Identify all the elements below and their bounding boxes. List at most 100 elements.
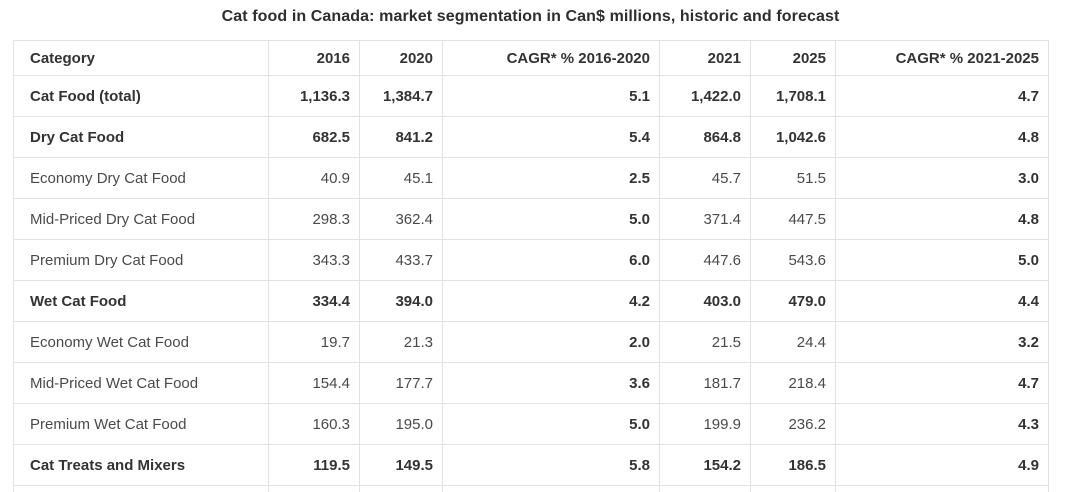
value-cell: 218.4: [750, 362, 836, 404]
value-cell: 21.5: [659, 321, 751, 363]
value-cell: 2.5: [442, 157, 660, 199]
table-title: Cat food in Canada: market segmentation …: [221, 8, 840, 25]
value-cell: 236.2: [750, 403, 836, 445]
category-cell: Mid-Priced Wet Cat Food: [13, 362, 269, 404]
table-row: Premium Dry Cat Food 343.3 433.7 6.0 447.6 54…: [13, 239, 1049, 281]
value-cell: 177.7: [359, 362, 443, 404]
value-cell: 864.8: [659, 116, 751, 158]
empty-cell: [13, 485, 269, 492]
value-cell: 298.3: [268, 198, 360, 240]
value-cell: 447.6: [659, 239, 751, 281]
empty-cell: [750, 485, 836, 492]
value-cell: 154.4: [268, 362, 360, 404]
value-cell: 5.0: [442, 198, 660, 240]
value-cell: 19.7: [268, 321, 360, 363]
value-cell: 1,136.3: [268, 75, 360, 117]
value-cell: 24.4: [750, 321, 836, 363]
category-cell: Cat Food (total): [13, 75, 269, 117]
value-cell: 45.1: [359, 157, 443, 199]
value-cell: 40.9: [268, 157, 360, 199]
cut-off-row: [13, 485, 1049, 492]
market-segmentation-table: Category 2016 2020 CAGR* % 2016-2020 202…: [13, 40, 1049, 492]
col-header-2020: 2020: [359, 40, 443, 76]
empty-cell: [268, 485, 360, 492]
empty-cell: [442, 485, 660, 492]
table-row: Mid-Priced Dry Cat Food 298.3 362.4 5.0 371.…: [13, 198, 1049, 240]
value-cell: 181.7: [659, 362, 751, 404]
empty-cell: [359, 485, 443, 492]
category-cell: Mid-Priced Dry Cat Food: [13, 198, 269, 240]
table-row: Mid-Priced Wet Cat Food 154.4 177.7 3.6 181.…: [13, 362, 1049, 404]
value-cell: 4.8: [835, 116, 1049, 158]
table-row: Dry Cat Food 682.5 841.2 5.4 864.8 1,042.6 4.8: [13, 116, 1049, 158]
value-cell: 4.4: [835, 280, 1049, 322]
category-cell: Economy Wet Cat Food: [13, 321, 269, 363]
table-row: Economy Wet Cat Food 19.7 21.3 2.0 21.5 24.4 3…: [13, 321, 1049, 363]
category-cell: Premium Wet Cat Food: [13, 403, 269, 445]
category-cell: Premium Dry Cat Food: [13, 239, 269, 281]
value-cell: 1,422.0: [659, 75, 751, 117]
category-cell: Dry Cat Food: [13, 116, 269, 158]
value-cell: 6.0: [442, 239, 660, 281]
value-cell: 4.7: [835, 75, 1049, 117]
value-cell: 1,042.6: [750, 116, 836, 158]
table-row: Economy Dry Cat Food 40.9 45.1 2.5 45.7 51.5 3…: [13, 157, 1049, 199]
value-cell: 5.0: [835, 239, 1049, 281]
value-cell: 149.5: [359, 444, 443, 486]
value-cell: 4.8: [835, 198, 1049, 240]
value-cell: 841.2: [359, 116, 443, 158]
col-header-2025: 2025: [750, 40, 836, 76]
value-cell: 3.0: [835, 157, 1049, 199]
value-cell: 5.1: [442, 75, 660, 117]
empty-cell: [659, 485, 751, 492]
table-row: Premium Wet Cat Food 160.3 195.0 5.0 199.9 23…: [13, 403, 1049, 445]
category-cell: Economy Dry Cat Food: [13, 157, 269, 199]
value-cell: 394.0: [359, 280, 443, 322]
value-cell: 5.0: [442, 403, 660, 445]
value-cell: 4.7: [835, 362, 1049, 404]
col-header-cagr-2021-2025: CAGR* % 2021-2025: [835, 40, 1049, 76]
value-cell: 186.5: [750, 444, 836, 486]
value-cell: 362.4: [359, 198, 443, 240]
table-row: Wet Cat Food 334.4 394.0 4.2 403.0 479.0 4.4: [13, 280, 1049, 322]
value-cell: 343.3: [268, 239, 360, 281]
value-cell: 4.2: [442, 280, 660, 322]
value-cell: 1,708.1: [750, 75, 836, 117]
table-body: Cat Food (total) 1,136.3 1,384.7 5.1 1,422.0…: [13, 75, 1049, 492]
empty-cell: [835, 485, 1049, 492]
category-cell: Cat Treats and Mixers: [13, 444, 269, 486]
value-cell: 2.0: [442, 321, 660, 363]
value-cell: 51.5: [750, 157, 836, 199]
value-cell: 543.6: [750, 239, 836, 281]
category-cell: Wet Cat Food: [13, 280, 269, 322]
col-header-category: Category: [13, 40, 269, 76]
value-cell: 119.5: [268, 444, 360, 486]
value-cell: 371.4: [659, 198, 751, 240]
value-cell: 682.5: [268, 116, 360, 158]
value-cell: 1,384.7: [359, 75, 443, 117]
value-cell: 433.7: [359, 239, 443, 281]
col-header-2016: 2016: [268, 40, 360, 76]
header-row: Category 2016 2020 CAGR* % 2016-2020 202…: [13, 40, 1049, 76]
col-header-2021: 2021: [659, 40, 751, 76]
value-cell: 4.9: [835, 444, 1049, 486]
value-cell: 21.3: [359, 321, 443, 363]
value-cell: 447.5: [750, 198, 836, 240]
value-cell: 3.2: [835, 321, 1049, 363]
value-cell: 5.8: [442, 444, 660, 486]
value-cell: 334.4: [268, 280, 360, 322]
col-header-cagr-2016-2020: CAGR* % 2016-2020: [442, 40, 660, 76]
value-cell: 195.0: [359, 403, 443, 445]
table-row: Cat Food (total) 1,136.3 1,384.7 5.1 1,422.0…: [13, 75, 1049, 117]
value-cell: 154.2: [659, 444, 751, 486]
value-cell: 160.3: [268, 403, 360, 445]
value-cell: 3.6: [442, 362, 660, 404]
value-cell: 199.9: [659, 403, 751, 445]
value-cell: 479.0: [750, 280, 836, 322]
value-cell: 4.3: [835, 403, 1049, 445]
value-cell: 403.0: [659, 280, 751, 322]
value-cell: 5.4: [442, 116, 660, 158]
value-cell: 45.7: [659, 157, 751, 199]
table-row: Cat Treats and Mixers 119.5 149.5 5.8 154.2 1…: [13, 444, 1049, 486]
